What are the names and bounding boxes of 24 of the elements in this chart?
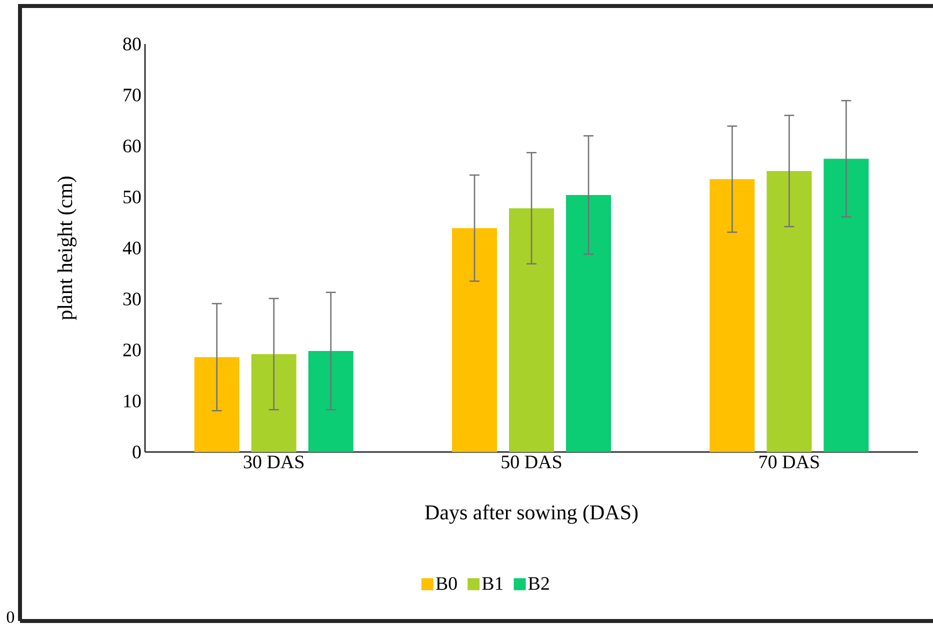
legend-label: B0 (436, 577, 457, 590)
bar (452, 228, 498, 452)
text: 0 (6, 611, 14, 623)
bar (710, 179, 755, 452)
legend-label: B2 (528, 577, 549, 590)
y-axis-title: plant height (cm) (57, 176, 77, 320)
bar (566, 194, 612, 452)
x-tick-label: 30 DAS (244, 456, 304, 468)
y-tick-label: 60 (123, 140, 141, 152)
y-tick-label: 20 (123, 344, 141, 356)
y-tick-label: 30 (123, 292, 141, 306)
bar (509, 208, 554, 452)
x-tick-label: 70 DAS (760, 456, 819, 468)
y-tick-label: 80 (123, 38, 141, 50)
y-tick-label: 10 (124, 394, 141, 408)
y-tick-label: 40 (122, 242, 141, 254)
x-tick-label: 50 DAS (502, 456, 562, 468)
bar (824, 158, 869, 452)
y-tick-label: 50 (124, 190, 141, 204)
y-tick-label: 0 (132, 446, 141, 458)
bar (766, 170, 812, 452)
y-tick-label: 70 (124, 88, 141, 102)
x-axis-title: Days after sowing (DAS) (425, 504, 638, 524)
legend-label: B1 (482, 577, 503, 590)
